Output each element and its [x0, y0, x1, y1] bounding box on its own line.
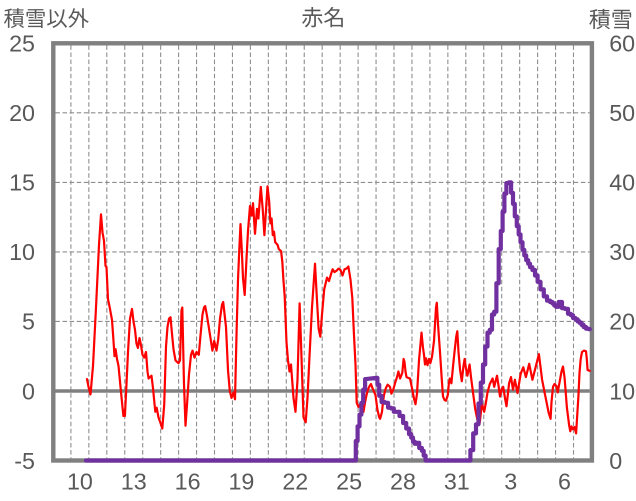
- svg-text:0: 0: [609, 448, 622, 474]
- svg-text:0: 0: [22, 378, 35, 404]
- svg-text:20: 20: [9, 100, 35, 126]
- svg-text:25: 25: [336, 469, 362, 495]
- svg-text:19: 19: [228, 469, 254, 495]
- svg-text:10: 10: [609, 378, 635, 404]
- svg-text:22: 22: [282, 469, 308, 495]
- svg-text:50: 50: [609, 100, 635, 126]
- svg-text:30: 30: [609, 239, 635, 265]
- svg-text:20: 20: [609, 309, 635, 335]
- svg-text:13: 13: [121, 469, 147, 495]
- svg-text:16: 16: [175, 469, 201, 495]
- svg-text:6: 6: [558, 469, 571, 495]
- svg-text:5: 5: [22, 309, 35, 335]
- svg-text:60: 60: [609, 31, 635, 57]
- svg-text:25: 25: [9, 31, 35, 57]
- svg-text:31: 31: [444, 469, 470, 495]
- svg-text:40: 40: [609, 170, 635, 196]
- svg-text:28: 28: [390, 469, 416, 495]
- svg-text:10: 10: [67, 469, 93, 495]
- svg-text:15: 15: [9, 170, 35, 196]
- svg-text:-5: -5: [14, 448, 35, 474]
- svg-text:10: 10: [9, 239, 35, 265]
- svg-text:3: 3: [504, 469, 517, 495]
